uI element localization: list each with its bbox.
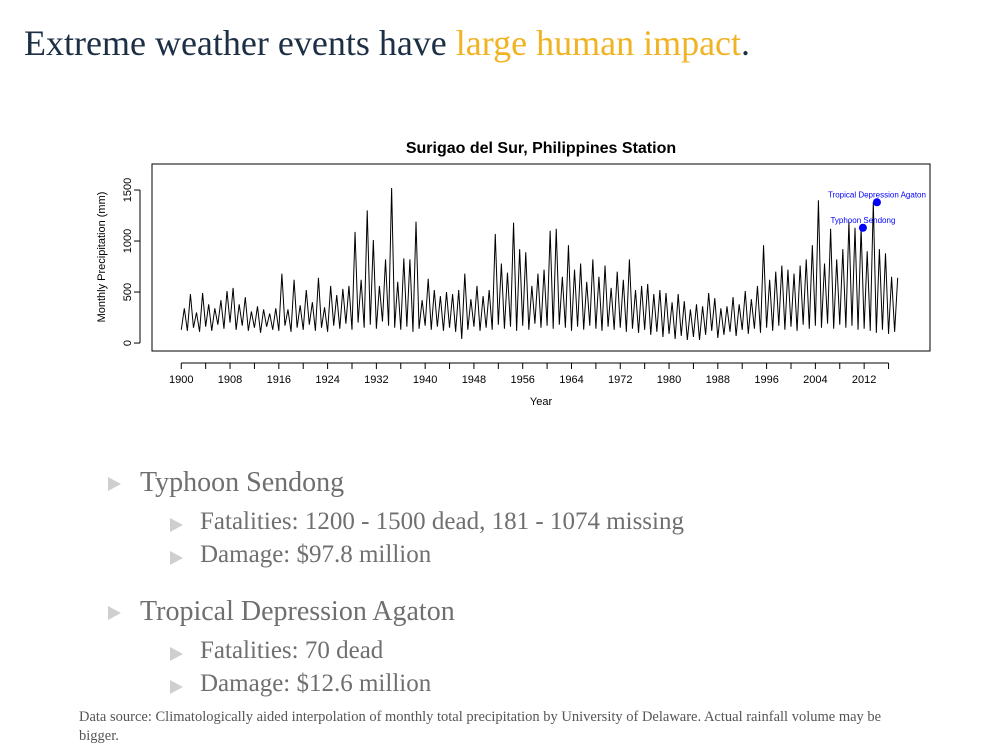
x-tick-label: 1964	[559, 374, 583, 386]
title-part: Extreme weather events have	[24, 23, 456, 63]
x-tick-label: 1948	[462, 374, 486, 386]
event-point	[858, 223, 867, 232]
x-tick-label: 1924	[315, 374, 339, 386]
y-tick-label: 1000	[122, 229, 134, 253]
x-tick-label: 1908	[218, 374, 242, 386]
bullet-marker	[170, 680, 183, 694]
sub-bullet: Fatalities: 70 dead	[200, 637, 384, 664]
x-tick-label: 1996	[754, 374, 778, 386]
sub-bullet: Fatalities: 1200 - 1500 dead, 181 - 1074…	[200, 508, 684, 535]
x-axis-label: Year	[530, 396, 553, 408]
x-tick-label: 2012	[852, 374, 876, 386]
x-tick-label: 1900	[169, 374, 193, 386]
x-tick-label: 1956	[510, 374, 534, 386]
y-axis-label: Monthly Precipitation (mm)	[96, 192, 108, 323]
x-tick-label: 1988	[706, 374, 730, 386]
x-tick-label: 1940	[413, 374, 437, 386]
x-tick-label: 1932	[364, 374, 388, 386]
event-label: Typhoon Sendong	[830, 216, 895, 225]
x-tick-label: 1980	[657, 374, 681, 386]
y-tick-label: 1500	[122, 178, 134, 202]
bullet-marker	[170, 518, 183, 532]
precip-line	[180, 187, 899, 341]
title-highlight: large human impact	[455, 23, 742, 63]
chart: Surigao del Sur, Philippines Station Yea…	[96, 140, 931, 408]
bullet-marker	[108, 606, 121, 620]
title-part: .	[741, 23, 751, 63]
y-tick-label: 500	[122, 283, 134, 301]
x-tick-label: 1972	[608, 374, 632, 386]
bullet: Tropical Depression Agaton	[140, 596, 455, 627]
sub-bullet: Damage: $97.8 million	[200, 541, 432, 568]
plot-frame	[151, 163, 931, 352]
bullet: Typhoon Sendong	[140, 467, 345, 498]
x-tick-label: 2004	[803, 374, 827, 386]
chart-title: Surigao del Sur, Philippines Station	[406, 140, 676, 157]
bullet-marker	[170, 551, 183, 565]
bullet-marker	[170, 647, 183, 661]
event-point	[872, 198, 881, 207]
sub-bullet: Damage: $12.6 million	[200, 670, 432, 697]
y-tick-label: 0	[122, 340, 134, 346]
bullet-marker	[108, 477, 121, 491]
x-tick-label: 1916	[267, 374, 291, 386]
slide-title: Extreme weather events have large human …	[24, 22, 750, 64]
event-label: Tropical Depression Agaton	[828, 190, 926, 199]
footnote: Data source: Climatologically aided inte…	[79, 709, 882, 744]
